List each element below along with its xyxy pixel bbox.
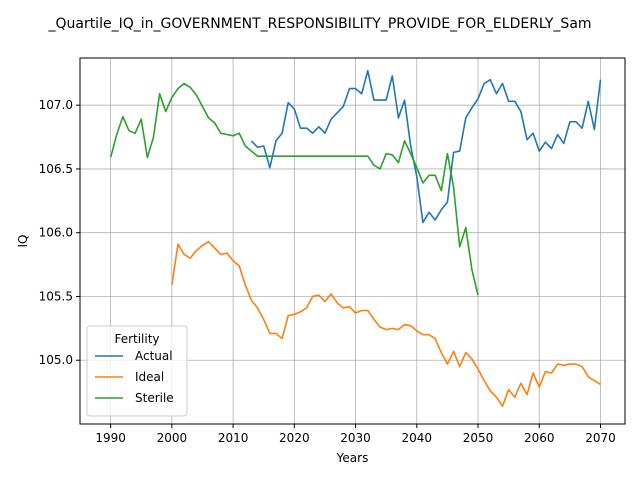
legend-entries: Actual Ideal Sterile [95,349,174,405]
legend-title: Fertility [114,332,159,346]
legend: Fertility Actual Ideal Sterile [86,325,188,417]
legend-label-ideal: Ideal [135,370,164,384]
series-line-ideal [171,240,601,407]
y-tick-label: 107.0 [39,98,73,112]
x-tick-label: 2000 [157,431,188,445]
x-tick-label: 2070 [585,431,616,445]
y-axis-ticks: 105.0 105.5 106.0 106.5 107.0 [39,98,80,367]
x-tick-label: 2020 [279,431,310,445]
y-tick-label: 105.0 [39,353,73,367]
x-tick-label: 2050 [463,431,494,445]
legend-label-actual: Actual [135,349,173,363]
x-tick-label: 2040 [402,431,433,445]
plot-area-frame [79,57,626,425]
y-tick-label: 106.0 [39,226,73,240]
x-axis-title: Years [336,451,369,465]
series-lines [109,69,602,407]
legend-label-sterile: Sterile [135,391,174,405]
series-line-sterile [109,82,479,296]
chart-title: _Quartile_IQ_in_GOVERNMENT_RESPONSIBILIT… [47,16,591,32]
x-tick-label: 2010 [218,431,249,445]
grid [80,58,625,424]
y-axis-title: IQ [16,235,30,248]
series-line-actual [250,69,602,224]
x-axis-ticks: 1990 2000 2010 2020 2030 2040 2050 2060 2070 [95,424,616,445]
legend-box [86,325,188,417]
x-tick-label: 2060 [524,431,555,445]
y-tick-label: 105.5 [39,289,73,303]
y-tick-label: 106.5 [39,162,73,176]
x-tick-label: 1990 [95,431,126,445]
x-tick-label: 2030 [340,431,371,445]
